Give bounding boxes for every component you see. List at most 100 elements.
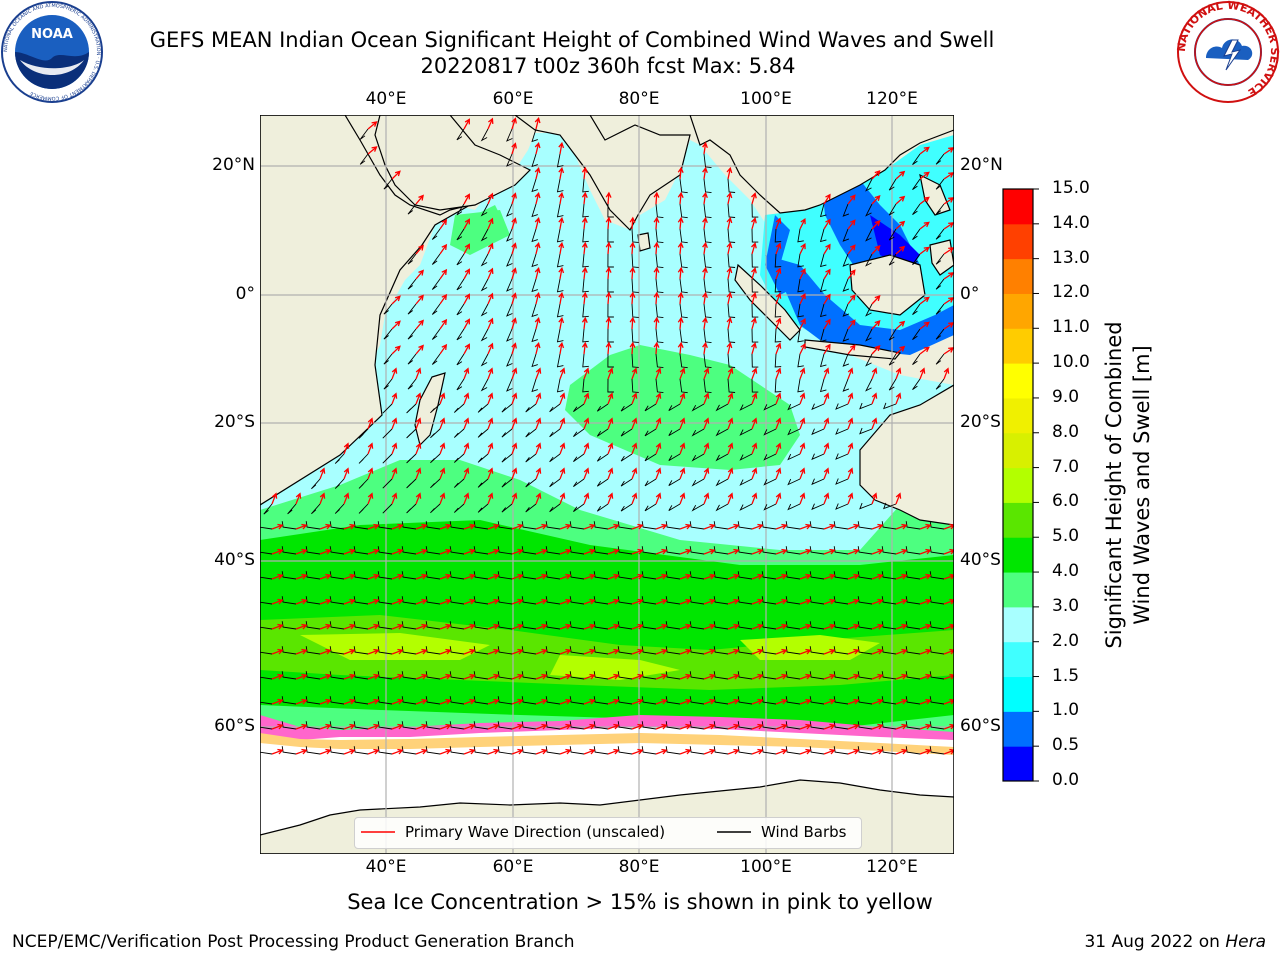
wave-direction-arrow xyxy=(439,598,452,605)
wave-direction-arrow xyxy=(727,392,734,405)
wave-direction-arrow xyxy=(534,291,541,305)
wave-direction-arrow xyxy=(703,648,716,655)
wave-direction-arrow xyxy=(487,192,494,205)
wave-height-field xyxy=(260,133,954,854)
wave-direction-arrow xyxy=(919,748,932,755)
wave-direction-arrow xyxy=(727,467,734,480)
wind-barb xyxy=(881,746,897,755)
wind-barb xyxy=(545,646,561,655)
wind-barb xyxy=(506,153,513,167)
wind-barb xyxy=(358,503,369,514)
wave-direction-arrow xyxy=(463,442,470,455)
wave-direction-arrow xyxy=(679,417,686,430)
wave-direction-arrow xyxy=(631,648,644,655)
nws-logo: NATIONAL WEATHER SERVICE xyxy=(1176,0,1280,103)
wave-direction-arrow xyxy=(775,648,788,655)
wind-barb xyxy=(596,503,609,512)
wind-barb xyxy=(797,278,804,293)
wind-barb xyxy=(573,453,585,462)
wave-direction-arrow xyxy=(583,748,596,755)
wind-barb xyxy=(713,546,729,555)
wave-direction-arrow xyxy=(559,492,566,505)
wind-barb xyxy=(785,671,801,680)
colorbar-swatch xyxy=(1003,606,1033,643)
wave-direction-arrow xyxy=(727,548,740,555)
wind-barb xyxy=(607,303,614,318)
wave-direction-arrow xyxy=(581,216,588,230)
colorbar-tick-label: 1.0 xyxy=(1052,700,1080,721)
wind-barb xyxy=(774,228,782,243)
wind-barb xyxy=(449,671,465,680)
wave-direction-arrow xyxy=(439,698,452,705)
wind-barb xyxy=(691,428,705,437)
wave-direction-arrow xyxy=(679,367,686,380)
wind-barb xyxy=(751,353,759,368)
wind-barb xyxy=(727,303,736,318)
wave-direction-arrow xyxy=(919,321,930,330)
legend-wave-label: Primary Wave Direction (unscaled) xyxy=(405,823,666,841)
wind-barb xyxy=(329,621,345,630)
wind-barb xyxy=(929,596,945,605)
wave-direction-arrow xyxy=(534,166,541,180)
wind-barb xyxy=(715,403,729,412)
wave-direction-arrow xyxy=(535,467,542,480)
wind-barb xyxy=(912,303,921,315)
wind-barb xyxy=(679,328,688,344)
wave-direction-arrow xyxy=(558,341,565,355)
wave-direction-arrow xyxy=(799,673,812,680)
wave-direction-arrow xyxy=(775,673,788,680)
wind-barb xyxy=(431,278,441,290)
wind-barb xyxy=(774,353,782,368)
wind-barb xyxy=(593,546,609,555)
wave-direction-arrow xyxy=(439,467,446,480)
wind-barb xyxy=(305,571,321,580)
wave-direction-arrow xyxy=(343,523,356,530)
wave-direction-arrow xyxy=(535,442,542,455)
wind-barb xyxy=(425,596,441,605)
wind-barb xyxy=(497,621,513,630)
wave-direction-arrow xyxy=(367,648,380,655)
wind-barb xyxy=(525,403,537,413)
wind-barb xyxy=(809,721,825,730)
wind-barb xyxy=(935,228,945,240)
wind-barb xyxy=(787,428,801,436)
wave-direction-arrow xyxy=(655,648,668,655)
wind-barb xyxy=(480,328,489,342)
wave-direction-arrow xyxy=(679,442,686,455)
wave-direction-arrow xyxy=(653,216,660,230)
wind-barb xyxy=(809,621,825,630)
wave-direction-arrow xyxy=(629,241,636,255)
wind-barb xyxy=(473,696,489,705)
wind-barb xyxy=(787,478,801,486)
wave-direction-arrow xyxy=(605,216,612,230)
lon-tick-top-120e: 120°E xyxy=(866,89,918,109)
colorbar-swatch xyxy=(1003,711,1033,747)
wind-barb xyxy=(883,402,897,410)
wind-barb xyxy=(425,646,441,655)
wind-barb xyxy=(833,746,849,755)
wave-direction-arrow xyxy=(439,318,448,330)
wind-barb xyxy=(929,671,945,680)
wave-direction-arrow xyxy=(919,723,932,730)
wave-direction-arrow xyxy=(487,523,500,530)
wind-barb xyxy=(353,596,369,605)
wave-direction-arrow xyxy=(679,673,692,680)
wave-direction-arrow xyxy=(583,492,590,505)
wind-barb xyxy=(935,378,945,390)
wind-barb xyxy=(305,596,321,605)
wave-direction-arrow xyxy=(439,417,446,430)
wind-barb xyxy=(449,571,465,580)
wave-direction-arrow xyxy=(271,723,284,730)
wind-barb xyxy=(353,521,369,530)
wind-barb xyxy=(865,228,873,242)
wave-direction-arrow xyxy=(535,648,548,655)
wave-direction-arrow xyxy=(439,523,452,530)
wind-barb xyxy=(456,228,465,241)
wave-direction-arrow xyxy=(726,191,733,205)
wave-direction-arrow xyxy=(439,748,452,755)
wave-direction-arrow xyxy=(703,548,716,555)
wind-barb xyxy=(521,696,537,705)
wind-barb xyxy=(785,571,801,580)
wind-barb xyxy=(329,571,345,580)
wave-direction-arrow xyxy=(919,171,930,180)
